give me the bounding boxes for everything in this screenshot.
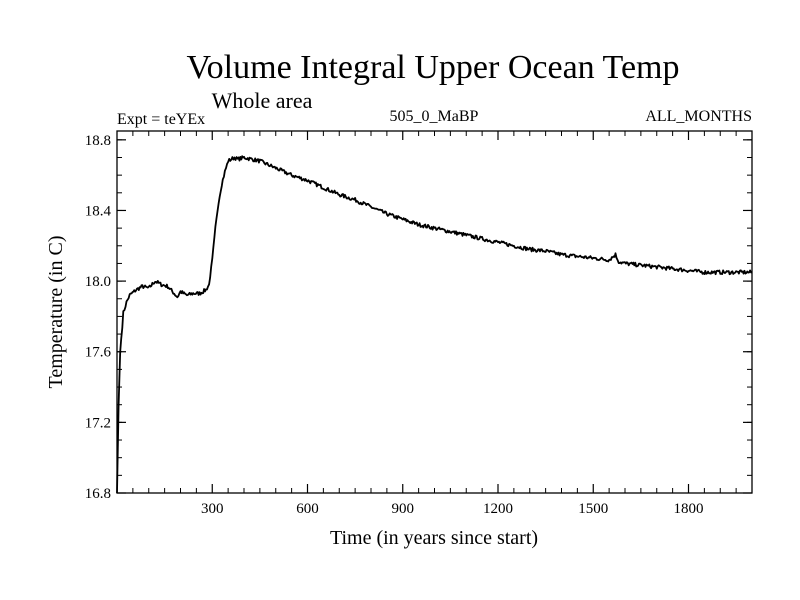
- x-tick-label: 300: [201, 501, 224, 517]
- y-axis-label: Temperature (in C): [45, 236, 67, 389]
- axis-ticks: [117, 131, 752, 494]
- series-line: [116, 155, 753, 494]
- x-tick-label: 1200: [483, 501, 513, 517]
- x-tick-label: 600: [296, 501, 319, 517]
- x-tick-label: 1800: [674, 501, 704, 517]
- chart-title: Volume Integral Upper Ocean Temp: [187, 49, 680, 86]
- y-tick-labels: 16.8 17.2 17.6 18.0 18.4 18.8: [85, 133, 112, 502]
- months-label: ALL_MONTHS: [645, 108, 752, 125]
- period-label: 505_0_MaBP: [390, 108, 479, 125]
- y-tick-label: 18.4: [85, 203, 112, 219]
- y-tick-label: 17.6: [85, 345, 112, 361]
- y-tick-label: 18.8: [85, 133, 111, 149]
- x-tick-labels: 300 600 900 1200 1500 1800: [201, 501, 704, 517]
- y-tick-label: 16.8: [85, 486, 111, 502]
- x-tick-label: 900: [392, 501, 415, 517]
- chart-subtitle: Whole area: [212, 88, 313, 113]
- y-tick-label: 18.0: [85, 274, 111, 290]
- x-tick-label: 1500: [578, 501, 608, 517]
- y-tick-label: 17.2: [85, 415, 111, 431]
- x-axis-label: Time (in years since start): [330, 527, 538, 549]
- experiment-label: Expt = teYEx: [117, 111, 205, 128]
- plot-frame: [116, 130, 753, 494]
